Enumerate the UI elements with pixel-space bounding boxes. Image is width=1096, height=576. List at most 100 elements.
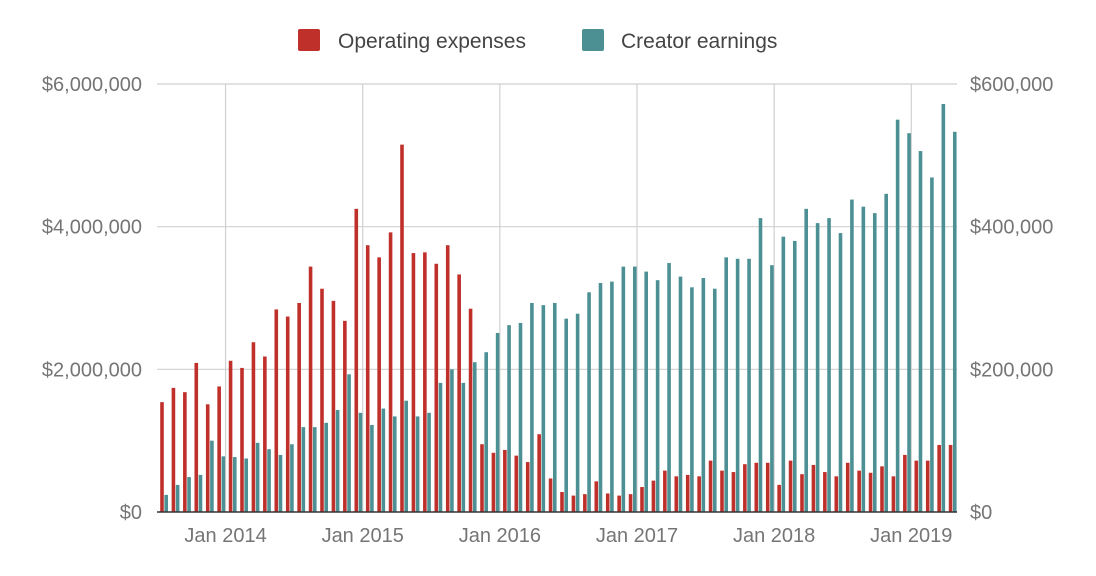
bar-creator-earnings (301, 427, 306, 512)
bar-creator-earnings (472, 362, 477, 512)
x-tick-label: Jan 2014 (184, 525, 266, 547)
bar-creator-earnings (552, 302, 557, 512)
bar-creator-earnings (198, 474, 203, 512)
bar-creator-earnings (781, 236, 786, 513)
left-y-tick-label: $2,000,000 (42, 359, 142, 381)
bar-creator-earnings (518, 322, 523, 512)
bar-creator-earnings (232, 457, 237, 512)
x-tick-label: Jan 2018 (733, 525, 815, 547)
bar-creator-earnings (450, 369, 454, 512)
legend-label-operating-expenses: Operating expenses (338, 30, 526, 53)
bar-operating-expenses (308, 266, 313, 512)
bar-operating-expenses (823, 472, 827, 512)
bar-operating-expenses (765, 462, 770, 512)
bar-operating-expenses (423, 252, 427, 512)
bar-creator-earnings (404, 400, 408, 512)
right-y-tick-label: $200,000 (970, 359, 1053, 381)
bar-creator-earnings (907, 133, 911, 512)
bar-creator-earnings (484, 352, 488, 512)
bar-operating-expenses (240, 367, 244, 512)
bar-creator-earnings (941, 103, 946, 513)
bar-creator-earnings (381, 408, 386, 512)
bar-creator-earnings (244, 458, 248, 512)
bar-creator-earnings (701, 278, 706, 512)
bar-operating-expenses (525, 462, 530, 512)
bar-creator-earnings (438, 382, 443, 512)
bar-creator-earnings (370, 424, 374, 512)
bar-creator-earnings (678, 276, 683, 512)
bar-operating-expenses (263, 356, 267, 512)
bar-operating-expenses (594, 481, 599, 512)
bar-creator-earnings (872, 213, 877, 512)
bar-creator-earnings (587, 292, 591, 512)
bar-creator-earnings (895, 119, 900, 513)
bar-operating-expenses (297, 302, 301, 512)
legend-swatch-creator-earnings (582, 29, 604, 51)
bar-creator-earnings (575, 313, 580, 512)
bar-operating-expenses (708, 460, 713, 512)
bar-creator-earnings (507, 325, 511, 512)
bar-operating-expenses (731, 472, 736, 512)
bar-operating-expenses (697, 476, 701, 512)
bar-operating-expenses (560, 492, 564, 512)
bar-operating-expenses (331, 300, 336, 512)
bar-creator-earnings (644, 271, 648, 512)
bar-creator-earnings (850, 199, 854, 512)
bar-operating-expenses (857, 470, 861, 512)
bar-creator-earnings (610, 281, 614, 512)
bar-operating-expenses (743, 464, 747, 512)
bar-operating-expenses (868, 472, 873, 512)
bar-creator-earnings (838, 233, 843, 512)
x-tick-label: Jan 2017 (596, 525, 678, 547)
x-tick-label: Jan 2016 (459, 525, 541, 547)
x-tick-label: Jan 2015 (322, 525, 404, 547)
bar-operating-expenses (400, 144, 404, 512)
bar-operating-expenses (251, 342, 256, 512)
legend-label-creator-earnings: Creator earnings (621, 30, 777, 53)
bar-operating-expenses (537, 434, 541, 512)
bar-operating-expenses (788, 460, 793, 512)
bar-creator-earnings (175, 484, 180, 512)
left-y-tick-label: $6,000,000 (42, 74, 142, 96)
bar-creator-earnings (804, 208, 808, 513)
bar-operating-expenses (811, 464, 816, 512)
bar-operating-expenses (160, 402, 164, 512)
bar-operating-expenses (228, 360, 233, 512)
bar-creator-earnings (952, 131, 957, 512)
left-y-axis: $0 $2,000,000 $4,000,000 $6,000,000 (42, 74, 142, 524)
bar-operating-expenses (411, 253, 416, 512)
bar-creator-earnings (335, 409, 340, 512)
bar-operating-expenses (583, 494, 587, 512)
bar-creator-earnings (278, 454, 283, 512)
gridlines (157, 83, 957, 512)
bar-creator-earnings (724, 257, 728, 512)
bar-creator-earnings (667, 263, 671, 512)
bar-operating-expenses (720, 470, 724, 512)
bar-operating-expenses (285, 316, 290, 512)
bar-operating-expenses (674, 476, 679, 512)
bar-creator-earnings (427, 412, 431, 512)
right-y-tick-label: $600,000 (970, 74, 1053, 96)
bar-creator-earnings (347, 374, 351, 512)
bar-creator-earnings (221, 456, 226, 512)
bar-operating-expenses (468, 308, 473, 512)
bar-creator-earnings (255, 442, 260, 512)
bar-operating-expenses (445, 245, 450, 513)
bar-operating-expenses (891, 476, 896, 512)
bar-operating-expenses (217, 386, 221, 512)
bar-operating-expenses (274, 309, 279, 512)
bar-operating-expenses (434, 263, 439, 512)
bar-operating-expenses (640, 487, 644, 512)
bar-operating-expenses (354, 208, 359, 513)
bar-operating-expenses (171, 387, 176, 512)
bar-operating-expenses (617, 495, 621, 512)
bar-creator-earnings (267, 449, 271, 512)
right-y-axis: $0 $200,000 $400,000 $600,000 (970, 74, 1053, 524)
bar-operating-expenses (903, 454, 907, 512)
bar-operating-expenses (651, 480, 656, 512)
bar-operating-expenses (183, 392, 187, 512)
bar-operating-expenses (777, 484, 781, 512)
bar-operating-expenses (880, 466, 884, 512)
bar-creator-earnings (770, 265, 774, 512)
